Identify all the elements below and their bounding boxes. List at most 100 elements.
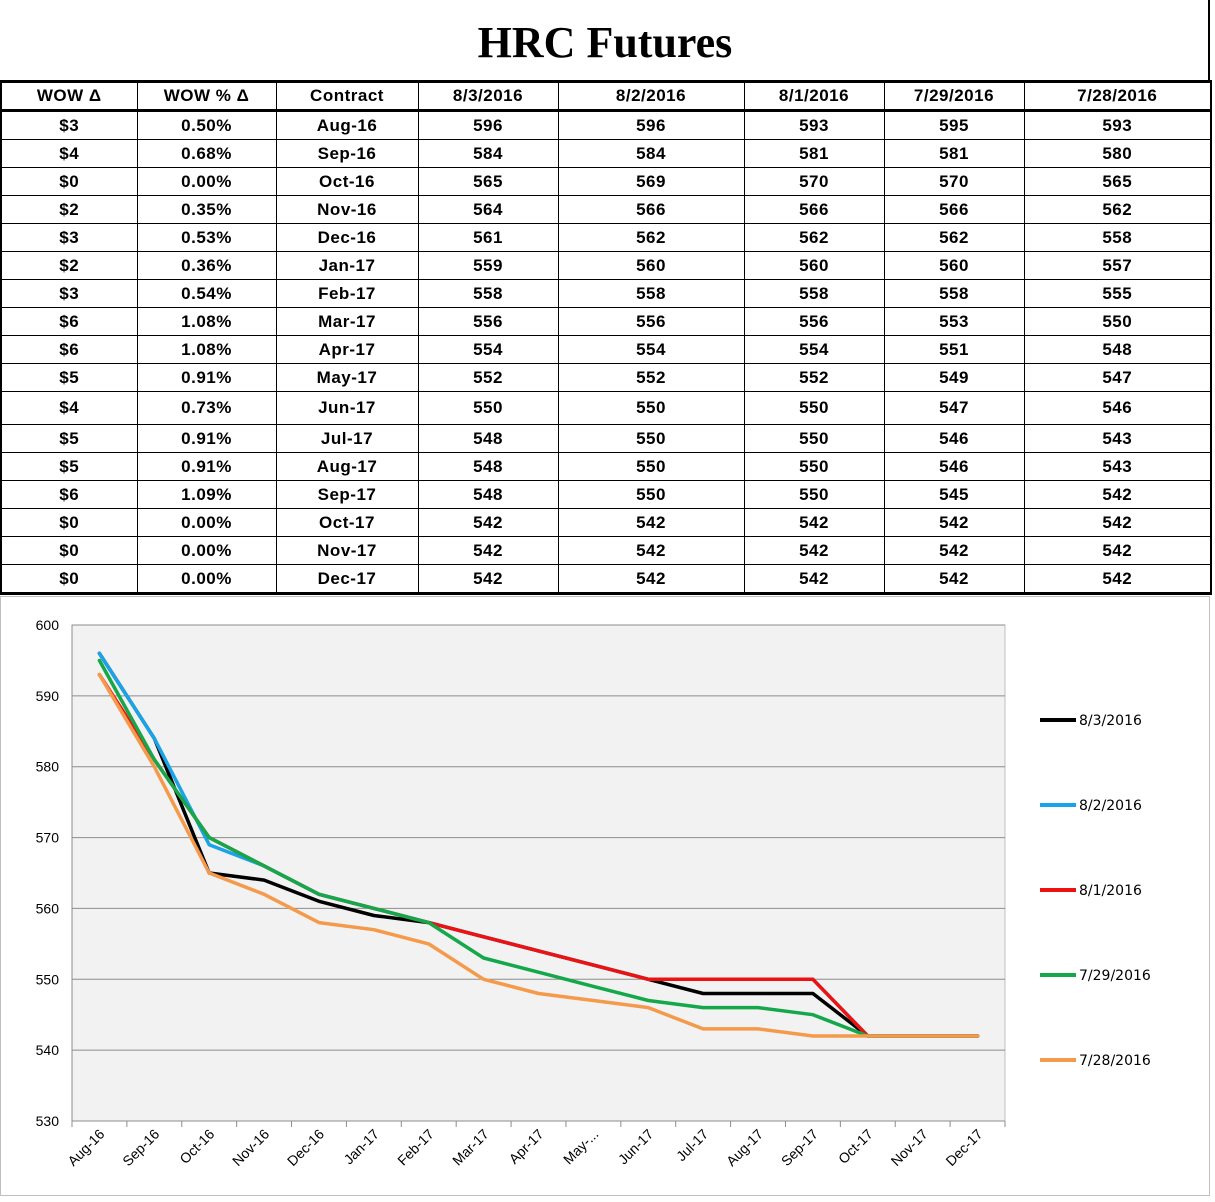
x-tick-label: Feb-17 xyxy=(394,1126,437,1169)
table-cell: 551 xyxy=(883,335,1025,364)
table-cell: Dec-16 xyxy=(275,223,419,252)
table-cell: Sep-16 xyxy=(275,139,419,168)
x-tick-label: Nov-17 xyxy=(888,1126,931,1169)
x-tick-label: May-... xyxy=(560,1126,602,1168)
table-cell: 0.00% xyxy=(136,564,277,595)
table-cell: Jul-17 xyxy=(275,424,419,453)
table-cell: 546 xyxy=(1023,391,1212,425)
table-cell: 554 xyxy=(743,335,885,364)
x-tick-label: Dec-16 xyxy=(284,1126,327,1169)
table-cell: $3 xyxy=(0,279,138,308)
table-cell: 559 xyxy=(417,251,559,280)
table-row: $3 0.53% Dec-16 561 562 562 562 558 xyxy=(0,223,1212,252)
x-tick-label: Aug-17 xyxy=(723,1126,766,1169)
futures-table: WOW Δ WOW % Δ Contract 8/3/2016 8/2/2016 8/1/… xyxy=(0,80,1212,595)
table-cell: 550 xyxy=(1023,307,1212,336)
x-tick-label: Sep-17 xyxy=(778,1126,821,1169)
table-cell: 553 xyxy=(883,307,1025,336)
table-cell: 548 xyxy=(417,452,559,481)
table-cell: 566 xyxy=(557,195,745,224)
table-row: $5 0.91% Jul-17 548 550 550 546 543 xyxy=(0,424,1212,453)
x-tick-label: Apr-17 xyxy=(506,1126,547,1167)
table-cell: 564 xyxy=(417,195,559,224)
legend-label: 8/2/2016 xyxy=(1079,798,1142,814)
table-cell: 0.00% xyxy=(136,536,277,565)
table-row: $6 1.08% Apr-17 554 554 554 551 548 xyxy=(0,335,1212,364)
column-header: Contract xyxy=(275,80,419,112)
table-cell: $3 xyxy=(0,223,138,252)
table-cell: 550 xyxy=(743,480,885,509)
column-header: WOW % Δ xyxy=(136,80,277,112)
table-cell: 554 xyxy=(417,335,559,364)
table-cell: 546 xyxy=(883,424,1025,453)
column-header: 8/2/2016 xyxy=(557,80,745,112)
x-tick-label: Sep-16 xyxy=(119,1126,162,1169)
table-cell: 558 xyxy=(883,279,1025,308)
x-tick-label: Nov-16 xyxy=(229,1126,272,1169)
x-tick-label: Jul-17 xyxy=(673,1126,711,1164)
table-cell: $4 xyxy=(0,391,138,425)
x-tick-label: Mar-17 xyxy=(449,1126,492,1169)
table-cell: 550 xyxy=(743,424,885,453)
y-tick-label: 540 xyxy=(36,1042,60,1058)
series-line xyxy=(97,672,980,1038)
table-cell: $5 xyxy=(0,452,138,481)
table-cell: 550 xyxy=(557,480,745,509)
table-row: $0 0.00% Dec-17 542 542 542 542 542 xyxy=(0,564,1212,595)
table-cell: $0 xyxy=(0,564,138,595)
table-cell: 542 xyxy=(417,564,559,595)
table-cell: 542 xyxy=(743,508,885,537)
table-cell: $5 xyxy=(0,363,138,392)
column-header: 8/3/2016 xyxy=(417,80,559,112)
table-cell: 546 xyxy=(883,452,1025,481)
y-tick-label: 550 xyxy=(36,971,60,987)
table-cell: 543 xyxy=(1023,424,1212,453)
table-cell: 542 xyxy=(1023,564,1212,595)
table-cell: 562 xyxy=(883,223,1025,252)
table-cell: Nov-16 xyxy=(275,195,419,224)
table-header-row: WOW Δ WOW % Δ Contract 8/3/2016 8/2/2016 8/1/… xyxy=(0,80,1212,112)
table-cell: 1.08% xyxy=(136,307,277,336)
table-cell: 581 xyxy=(883,139,1025,168)
table-cell: $5 xyxy=(0,424,138,453)
table-cell: 542 xyxy=(557,564,745,595)
legend-label: 8/1/2016 xyxy=(1079,883,1142,899)
x-tick-label: Jan-17 xyxy=(340,1126,382,1168)
table-cell: 548 xyxy=(1023,335,1212,364)
table-cell: $3 xyxy=(0,110,138,140)
table-cell: $0 xyxy=(0,536,138,565)
table-cell: 542 xyxy=(883,508,1025,537)
table-cell: 580 xyxy=(1023,139,1212,168)
table-cell: 543 xyxy=(1023,452,1212,481)
table-cell: 565 xyxy=(1023,167,1212,196)
table-cell: 0.00% xyxy=(136,167,277,196)
table-cell: 558 xyxy=(557,279,745,308)
x-tick-label: Dec-17 xyxy=(942,1126,985,1169)
column-header: WOW Δ xyxy=(0,80,138,112)
legend-label: 7/28/2016 xyxy=(1079,1053,1151,1069)
table-cell: 596 xyxy=(557,110,745,140)
x-tick-label: Oct-16 xyxy=(176,1126,217,1167)
table-cell: 560 xyxy=(743,251,885,280)
table-row: $0 0.00% Nov-17 542 542 542 542 542 xyxy=(0,536,1212,565)
table-cell: Dec-17 xyxy=(275,564,419,595)
x-tick-label: Aug-16 xyxy=(64,1126,107,1169)
table-cell: 562 xyxy=(557,223,745,252)
line-chart: 530 540 550 560 570 580 590 600 Aug-16 Sep-16 Oct-… xyxy=(36,617,1151,1169)
table-cell: 549 xyxy=(883,363,1025,392)
table-row: $4 0.73% Jun-17 550 550 550 547 546 xyxy=(0,391,1212,425)
table-cell: Nov-17 xyxy=(275,536,419,565)
table-cell: 0.91% xyxy=(136,424,277,453)
table-cell: 0.73% xyxy=(136,391,277,425)
table-cell: 0.00% xyxy=(136,508,277,537)
table-cell: $6 xyxy=(0,480,138,509)
table-cell: 584 xyxy=(557,139,745,168)
table-cell: Jan-17 xyxy=(275,251,419,280)
table-cell: Sep-17 xyxy=(275,480,419,509)
x-tick-label: Jun-17 xyxy=(615,1126,657,1168)
table-row: $6 1.09% Sep-17 548 550 550 545 542 xyxy=(0,480,1212,509)
table-cell: 557 xyxy=(1023,251,1212,280)
table-cell: 570 xyxy=(743,167,885,196)
table-cell: 556 xyxy=(743,307,885,336)
table-cell: 556 xyxy=(417,307,559,336)
